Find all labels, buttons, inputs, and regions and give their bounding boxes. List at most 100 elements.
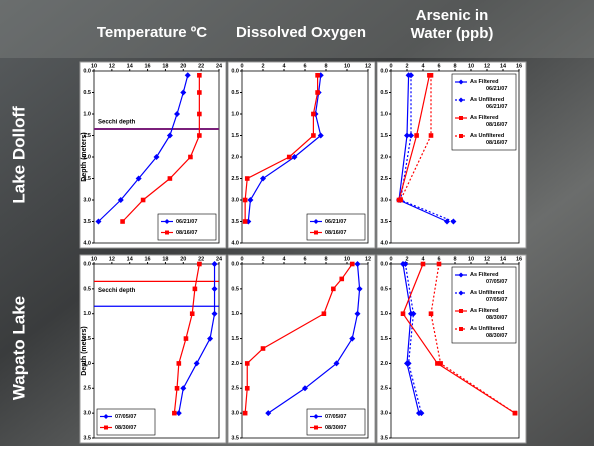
marker (322, 311, 327, 316)
y-tick-label: 1.0 (83, 311, 91, 317)
x-tick-label: 8 (453, 256, 456, 262)
x-tick-label: 10 (344, 63, 350, 69)
y-tick-label: 3.0 (380, 197, 388, 203)
marker (311, 133, 316, 138)
marker (243, 198, 248, 203)
y-axis-label: Depth (meters) (81, 132, 88, 181)
row-label: Wapato Lake (9, 296, 28, 400)
legend-box (158, 214, 216, 240)
marker (398, 198, 403, 203)
marker (177, 361, 182, 366)
y-axis-label: Depth (meters) (81, 326, 88, 375)
y-tick-label: 1.0 (231, 111, 239, 117)
marker (175, 386, 180, 391)
x-tick-label: 2 (405, 63, 408, 69)
marker (168, 176, 173, 181)
legend-marker (459, 327, 463, 331)
marker (245, 176, 250, 181)
legend-marker (104, 426, 108, 430)
legend-label: 07/05/07 (115, 414, 136, 420)
legend-box (307, 409, 365, 435)
y-tick-label: 3.5 (83, 435, 91, 441)
x-tick-label: 10 (91, 256, 97, 262)
y-tick-label: 2.5 (231, 176, 239, 182)
x-tick-label: 12 (109, 63, 115, 69)
y-tick-label: 0.0 (83, 68, 91, 74)
y-tick-label: 2.0 (231, 154, 239, 160)
x-tick-label: 16 (516, 256, 522, 262)
x-tick-label: 22 (198, 256, 204, 262)
marker (414, 133, 419, 138)
y-tick-label: 4.0 (380, 240, 388, 246)
y-tick-label: 0.0 (83, 261, 91, 267)
legend-marker (165, 231, 169, 235)
x-tick-label: 16 (516, 63, 522, 69)
y-tick-label: 3.5 (380, 435, 388, 441)
marker (184, 336, 189, 341)
x-tick-label: 10 (468, 63, 474, 69)
y-tick-label: 0.5 (231, 286, 239, 292)
y-tick-label: 0.0 (380, 261, 388, 267)
y-tick-label: 3.0 (83, 411, 91, 417)
annotation: Secchi depth (98, 288, 136, 294)
marker (243, 219, 248, 224)
x-tick-label: 8 (324, 256, 327, 262)
x-tick-label: 14 (500, 63, 507, 69)
x-tick-label: 12 (484, 256, 490, 262)
y-tick-label: 2.5 (83, 386, 91, 392)
marker (243, 411, 248, 416)
marker (261, 346, 266, 351)
y-tick-label: 3.5 (380, 219, 388, 225)
legend-box (97, 409, 155, 435)
marker (513, 411, 518, 416)
marker (437, 262, 442, 267)
marker (197, 73, 202, 78)
marker (120, 219, 125, 224)
y-tick-label: 0.0 (231, 68, 239, 74)
marker (197, 262, 202, 267)
x-tick-label: 2 (261, 63, 264, 69)
marker (429, 311, 434, 316)
x-tick-label: 10 (468, 256, 474, 262)
marker (287, 155, 292, 160)
x-tick-label: 0 (240, 256, 243, 262)
legend-marker (314, 426, 318, 430)
y-tick-label: 0.0 (231, 261, 239, 267)
y-tick-label: 1.0 (380, 111, 388, 117)
legend-label: 08/30/07 (115, 425, 136, 431)
y-tick-label: 1.0 (380, 311, 388, 317)
y-tick-label: 3.5 (83, 219, 91, 225)
y-tick-label: 0.5 (83, 286, 91, 292)
y-tick-label: 1.5 (380, 133, 388, 139)
x-tick-label: 6 (303, 63, 306, 69)
legend-marker (459, 116, 463, 120)
y-tick-label: 1.0 (83, 111, 91, 117)
x-tick-label: 12 (484, 63, 490, 69)
x-tick-label: 2 (261, 256, 264, 262)
y-tick-label: 2.5 (380, 386, 388, 392)
marker (438, 361, 443, 366)
x-tick-label: 24 (216, 256, 223, 262)
column-title: Arsenic inWater (ppb) (411, 7, 494, 42)
x-tick-label: 8 (453, 63, 456, 69)
x-tick-label: 22 (198, 63, 204, 69)
y-tick-label: 1.0 (231, 311, 239, 317)
y-tick-label: 0.5 (231, 90, 239, 96)
page: Temperature ºCDissolved OxygenArsenic in… (0, 0, 594, 446)
marker (245, 386, 250, 391)
marker (193, 287, 198, 292)
marker (172, 411, 177, 416)
legend-marker (459, 309, 463, 313)
x-tick-label: 0 (240, 63, 243, 69)
y-tick-label: 0.0 (380, 68, 388, 74)
x-tick-label: 12 (109, 256, 115, 262)
legend-label: 08/30/07 (325, 425, 346, 431)
annotation: Secchi depth (98, 120, 136, 126)
y-tick-label: 3.5 (231, 219, 239, 225)
marker (429, 133, 434, 138)
legend-label: 07/05/07 (325, 414, 346, 420)
marker (331, 287, 336, 292)
x-tick-label: 6 (303, 256, 306, 262)
y-tick-label: 0.5 (83, 90, 91, 96)
marker (339, 277, 344, 282)
